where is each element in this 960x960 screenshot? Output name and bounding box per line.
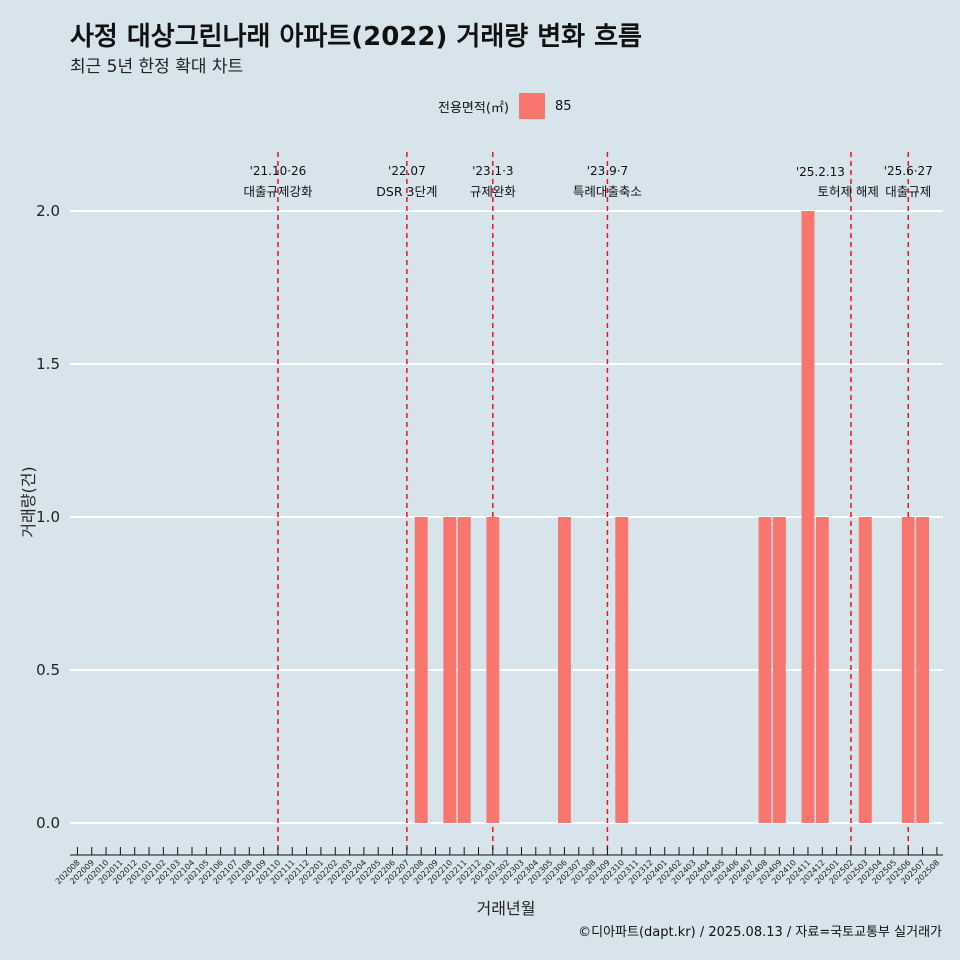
x-axis: 2020082020092020102020112020122021012021… <box>54 847 943 886</box>
bar <box>758 517 772 823</box>
bar <box>443 517 457 823</box>
legend: 전용면적(㎡) 85 <box>438 93 572 119</box>
event-label: 규제완화 <box>470 184 517 199</box>
legend-entry: 85 <box>554 98 572 114</box>
y-tick-label: 0.5 <box>36 661 60 679</box>
y-axis-title: 거래량(건) <box>19 466 38 537</box>
event-label: 특례대출축소 <box>573 184 642 199</box>
bar <box>858 517 872 823</box>
event-date: '23.1·3 <box>472 164 513 178</box>
event-label: 대출규제강화 <box>243 184 313 199</box>
bar <box>558 517 571 823</box>
bar <box>815 517 829 823</box>
legend-swatch <box>518 93 545 119</box>
chart-title: 사정 대상그린나래 아파트(2022) 거래량 변화 흐름 <box>70 22 642 52</box>
y-tick-label: 2.0 <box>36 202 60 220</box>
chart-subtitle: 최근 5년 한정 확대 차트 <box>70 57 244 77</box>
event-date: '23.9·7 <box>587 164 628 178</box>
event-label: DSR 3단계 <box>376 184 437 199</box>
y-tick-label: 0.0 <box>36 814 60 832</box>
event-label: 토허제 해제 <box>817 184 878 199</box>
y-axis: 0.0 0.5 1.0 1.5 2.0 <box>36 202 60 832</box>
bar <box>486 517 500 823</box>
bar <box>916 517 930 823</box>
bars <box>414 211 930 823</box>
event-date: '25.2.13 <box>796 165 845 179</box>
bar <box>414 517 428 823</box>
bar <box>772 517 786 823</box>
legend-title: 전용면적(㎡) <box>438 100 509 116</box>
gridlines <box>70 210 943 824</box>
caption: ©디아파트(dapt.kr) / 2025.08.13 / 자료=국토교통부 실… <box>578 925 942 940</box>
event-labels: '21.10·26 대출규제강화 '22.07 DSR 3단계 '23.1·3 규제완화 '… <box>243 164 932 199</box>
bar <box>457 517 471 823</box>
bar <box>615 517 629 823</box>
event-date: '21.10·26 <box>250 164 307 178</box>
bar <box>901 517 915 823</box>
event-date: '22.07 <box>388 164 426 178</box>
event-date: '25.6·27 <box>884 164 933 178</box>
bar <box>801 211 815 823</box>
x-axis-title: 거래년월 <box>477 899 536 918</box>
y-tick-label: 1.0 <box>36 508 60 526</box>
y-tick-label: 1.5 <box>36 355 60 373</box>
event-label: 대출규제 <box>885 184 931 199</box>
